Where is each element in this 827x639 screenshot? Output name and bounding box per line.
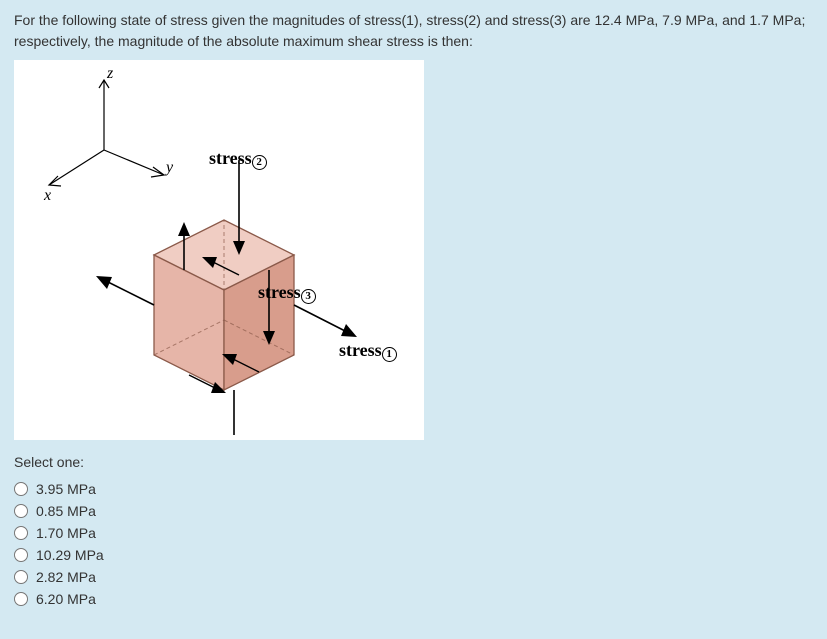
svg-text:z: z [106,65,114,82]
option-row[interactable]: 3.95 MPa [14,478,827,500]
select-one-prompt: Select one: [14,454,827,470]
stress2-label: stress2 [209,148,267,170]
answer-block: Select one: 3.95 MPa 0.85 MPa 1.70 MPa 1… [0,440,827,610]
svg-text:x: x [43,187,51,204]
svg-text:y: y [164,159,174,176]
option-label: 3.95 MPa [36,481,96,497]
option-row[interactable]: 10.29 MPa [14,544,827,566]
coordinate-axes [49,80,164,186]
option-label: 1.70 MPa [36,525,96,541]
question-text: For the following state of stress given … [0,0,827,60]
option-row[interactable]: 2.82 MPa [14,566,827,588]
stress3-label: stress3 [258,282,316,304]
option-label: 0.85 MPa [36,503,96,519]
option-label: 6.20 MPa [36,591,96,607]
option-row[interactable]: 1.70 MPa [14,522,827,544]
option-row[interactable]: 0.85 MPa [14,500,827,522]
stress-figure: z x y [14,60,424,440]
option-radio-2[interactable] [14,526,28,540]
option-radio-0[interactable] [14,482,28,496]
option-row[interactable]: 6.20 MPa [14,588,827,610]
stress1-label: stress1 [339,340,397,362]
option-radio-3[interactable] [14,548,28,562]
option-label: 10.29 MPa [36,547,104,563]
option-radio-4[interactable] [14,570,28,584]
option-radio-1[interactable] [14,504,28,518]
option-radio-5[interactable] [14,592,28,606]
option-label: 2.82 MPa [36,569,96,585]
